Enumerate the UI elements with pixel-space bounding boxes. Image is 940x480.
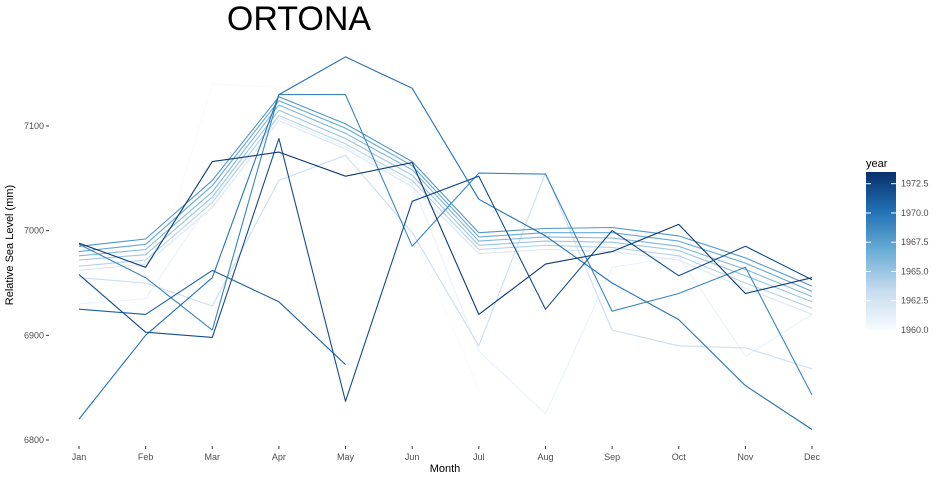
x-tick-label: Jun bbox=[405, 452, 420, 462]
x-tick-label: Feb bbox=[138, 452, 154, 462]
chart-title: ORTONA bbox=[227, 0, 372, 38]
series-line-1961 bbox=[78, 117, 813, 415]
y-tick-label: 6800 bbox=[24, 435, 44, 445]
x-tick-label: Nov bbox=[737, 452, 754, 462]
color-legend: year 1960.0 1962.5 1965.0 1967.5 1970.0 1972.… bbox=[866, 158, 929, 335]
series-line-1963 bbox=[78, 154, 813, 370]
series-line-1967 bbox=[78, 100, 813, 292]
x-tick-label: Dec bbox=[804, 452, 821, 462]
legend-tick-label: 1972.5 bbox=[901, 179, 929, 189]
x-axis-title: Month bbox=[430, 463, 461, 475]
series-line-1971 bbox=[78, 269, 346, 366]
x-tick-label: Mar bbox=[205, 452, 221, 462]
legend-tick-label: 1967.5 bbox=[901, 237, 929, 247]
legend-tick-label: 1962.5 bbox=[901, 296, 929, 306]
x-axis: Jan Feb Mar Apr May Jun Jul Aug Sep Oct Nov Dec bbox=[72, 446, 821, 462]
legend-tick-label: 1960.0 bbox=[901, 325, 929, 335]
series-line-1970 bbox=[78, 56, 813, 430]
series-lines bbox=[78, 56, 813, 430]
series-line-1973 bbox=[78, 151, 813, 315]
x-tick-label: Aug bbox=[537, 452, 553, 462]
x-tick-label: Sep bbox=[604, 452, 620, 462]
legend-ticks: 1960.0 1962.5 1965.0 1967.5 1970.0 1972.5 bbox=[866, 179, 929, 335]
x-tick-label: Jul bbox=[473, 452, 485, 462]
series-line-1966 bbox=[78, 104, 813, 298]
x-tick-label: Apr bbox=[272, 452, 286, 462]
colorbar bbox=[866, 172, 896, 330]
legend-tick-label: 1970.0 bbox=[901, 208, 929, 218]
legend-tick-label: 1965.0 bbox=[901, 266, 929, 276]
series-line-1969 bbox=[78, 94, 813, 396]
legend-title: year bbox=[866, 158, 888, 170]
y-tick-label: 7000 bbox=[24, 226, 44, 236]
series-line-1960 bbox=[78, 83, 480, 391]
series-line-1962 bbox=[78, 120, 813, 315]
x-tick-label: Oct bbox=[672, 452, 687, 462]
series-line-1972 bbox=[78, 137, 813, 402]
x-tick-label: Jan bbox=[72, 452, 87, 462]
series-line-1964 bbox=[78, 114, 813, 309]
y-axis: 6800 6900 7000 7100 bbox=[24, 121, 49, 445]
y-tick-label: 6900 bbox=[24, 330, 44, 340]
y-axis-title: Relative Sea Level (mm) bbox=[4, 185, 16, 305]
y-tick-label: 7100 bbox=[24, 121, 44, 131]
x-tick-label: May bbox=[337, 452, 355, 462]
series-line-1968 bbox=[78, 96, 813, 287]
